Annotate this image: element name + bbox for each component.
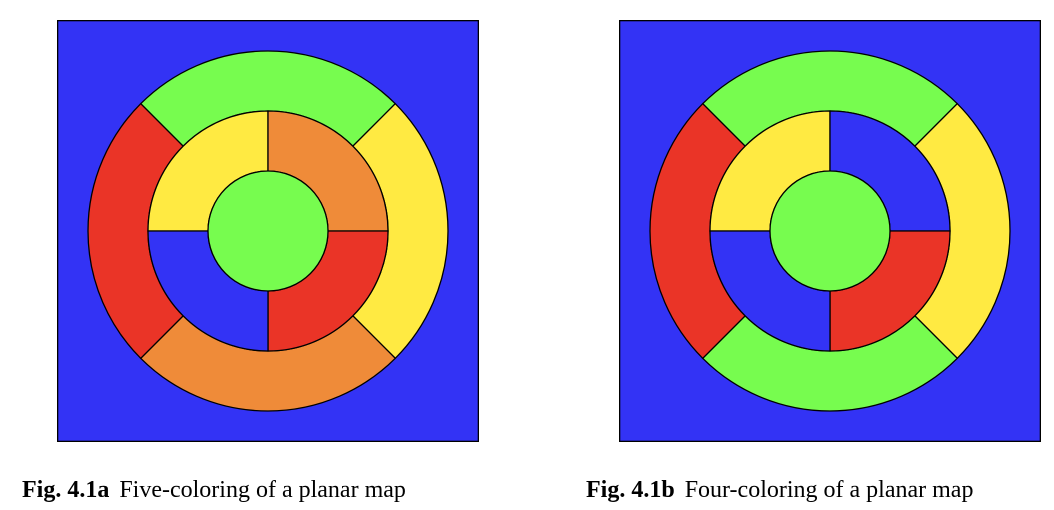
figure-title: Five-coloring of a planar map — [119, 477, 406, 503]
planar-map-four-coloring — [619, 20, 1041, 442]
figure-caption: Fig. 4.1b Four-coloring of a planar map — [586, 476, 973, 504]
region-center — [769, 170, 891, 292]
figure-label: Fig. 4.1b — [586, 477, 675, 503]
figure-title: Four-coloring of a planar map — [684, 477, 974, 503]
figure-five-coloring: Fig. 4.1a Five-coloring of a planar map — [0, 0, 500, 510]
region-center — [207, 170, 329, 292]
figure-label: Fig. 4.1a — [22, 477, 110, 503]
figure-four-coloring: Fig. 4.1b Four-coloring of a planar map — [560, 0, 1054, 510]
figure-caption: Fig. 4.1a Five-coloring of a planar map — [22, 476, 406, 504]
planar-map-five-coloring — [57, 20, 479, 442]
